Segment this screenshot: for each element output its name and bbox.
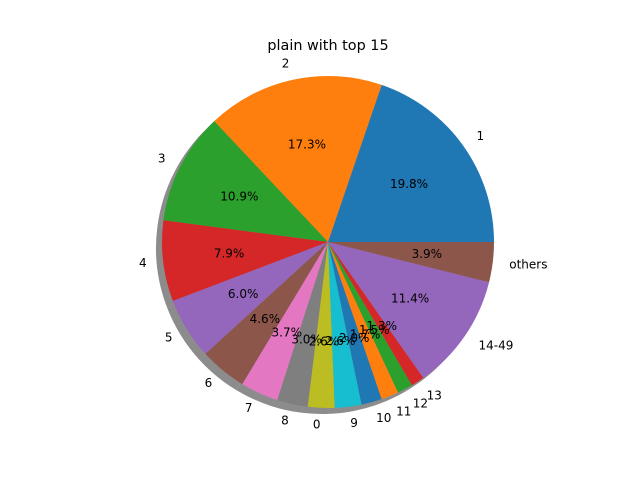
slice-label-others: others <box>509 257 547 271</box>
slice-percent-7: 3.7% <box>272 326 303 340</box>
pie-slice-3 <box>163 121 328 242</box>
slice-label-9: 9 <box>350 416 358 430</box>
slice-percent-0: 2.6% <box>309 335 340 349</box>
slice-percent-11: 1.7% <box>350 327 381 341</box>
slice-percent-3: 10.9% <box>220 190 258 204</box>
slice-label-8: 8 <box>281 413 289 427</box>
pie-slice-10 <box>328 242 382 405</box>
slice-label-3: 3 <box>158 152 166 166</box>
slice-percent-9: 2.6% <box>325 334 356 348</box>
pie-slice-8 <box>277 242 328 407</box>
pie-slice-5 <box>172 242 328 354</box>
slice-label-7: 7 <box>245 401 253 415</box>
pie-slice-6 <box>205 242 328 385</box>
slice-label-0: 0 <box>313 417 321 431</box>
slice-label-13: 13 <box>427 389 442 403</box>
slice-percent-13: 1.3% <box>367 319 398 333</box>
percent-labels: 19.8% 17.3% 10.9% 7.9% 6.0% 4.6%3.7%3.0%2.6%2… <box>214 138 442 349</box>
pie-slice-13 <box>328 242 424 386</box>
pie-slice-2 <box>214 76 382 242</box>
slice-percent-8: 3.0% <box>291 332 322 346</box>
chart-title: plain with top 15 <box>267 38 388 54</box>
slice-percent-10: 2.0% <box>339 331 370 345</box>
slice-label-12: 12 <box>413 397 428 411</box>
slice-percent-6: 4.6% <box>250 312 281 326</box>
slice-label-10: 10 <box>376 411 391 425</box>
slice-percent-2: 17.3% <box>288 138 326 152</box>
pie-slice-9 <box>328 242 362 408</box>
slice-percent-1: 19.8% <box>390 177 428 191</box>
pie-slice-4 <box>161 220 328 302</box>
pie-slices <box>161 76 494 408</box>
pie-slice-12 <box>328 242 412 393</box>
pie-slice-7 <box>242 242 328 401</box>
slice-percent-5: 6.0% <box>228 287 259 301</box>
slice-percent-12: 1.5% <box>359 323 390 337</box>
pie-slice-14-49 <box>328 242 490 378</box>
pie-slice-others <box>328 242 494 283</box>
slice-label-2: 2 <box>282 57 290 71</box>
slice-percent-others: 3.9% <box>412 247 443 261</box>
pie-slice-11 <box>328 242 399 400</box>
slice-percent-4: 7.9% <box>214 247 245 261</box>
slice-label-4: 4 <box>139 256 147 270</box>
slice-label-1: 1 <box>477 129 485 143</box>
pie-slice-1 <box>328 84 494 242</box>
slice-label-14-49: 14-49 <box>479 338 514 352</box>
pie-slice-0 <box>307 242 335 408</box>
slice-percent-14-49: 11.4% <box>391 291 429 305</box>
slice-label-6: 6 <box>205 376 213 390</box>
slice-label-11: 11 <box>396 404 411 418</box>
slice-label-5: 5 <box>165 331 173 345</box>
